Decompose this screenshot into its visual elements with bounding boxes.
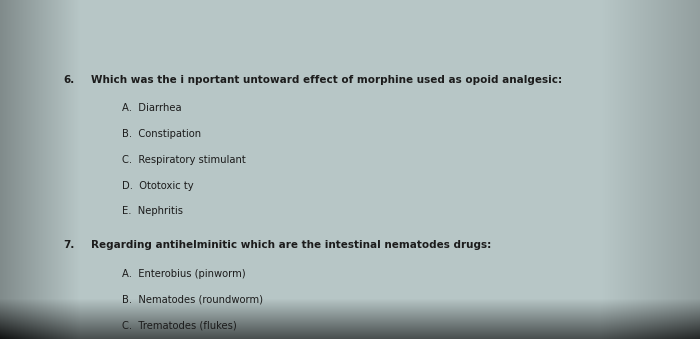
Text: B.  Nematodes (roundworm): B. Nematodes (roundworm) <box>122 295 263 305</box>
Text: Which was the i nportant untoward effect of morphine used as opoid analgesic:: Which was the i nportant untoward effect… <box>91 75 562 84</box>
Text: A.  Enterobius (pinworm): A. Enterobius (pinworm) <box>122 269 246 279</box>
Text: A.  Diarrhea: A. Diarrhea <box>122 103 182 113</box>
Text: Regarding antihelminitic which are the intestinal nematodes drugs:: Regarding antihelminitic which are the i… <box>91 240 491 250</box>
Text: B.  Constipation: B. Constipation <box>122 129 202 139</box>
Text: C.  Respiratory stimulant: C. Respiratory stimulant <box>122 155 246 165</box>
Text: 6.: 6. <box>63 75 74 84</box>
Text: C.  Trematodes (flukes): C. Trematodes (flukes) <box>122 321 237 331</box>
Text: E.  Nephritis: E. Nephritis <box>122 206 183 216</box>
Text: D.  Ototoxic ty: D. Ototoxic ty <box>122 181 194 191</box>
Text: 7.: 7. <box>63 240 74 250</box>
